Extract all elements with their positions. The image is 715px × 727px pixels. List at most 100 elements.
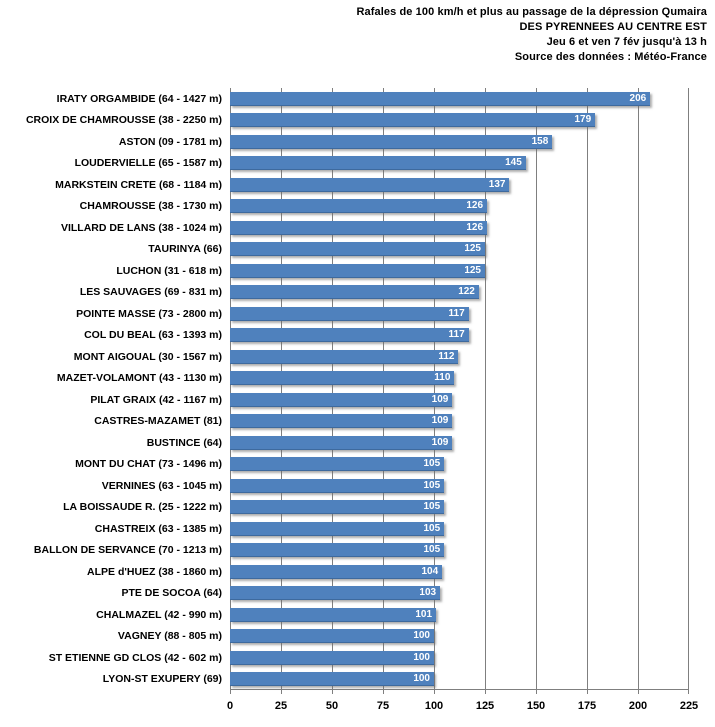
- bar-value-label: 126: [466, 200, 484, 212]
- bar: 109: [230, 435, 453, 450]
- category-label: LOUDERVIELLE (65 - 1587 m): [74, 157, 222, 170]
- bar-row: ASTON (09 - 1781 m) 158: [0, 131, 715, 153]
- category-label: CHALMAZEL (42 - 990 m): [96, 608, 222, 621]
- axis-tick-175: [587, 690, 588, 694]
- x-axis: 0 25 50 75 100 125 150 175 200 225: [0, 700, 715, 716]
- bar-row: MAZET-VOLAMONT (43 - 1130 m) 110: [0, 368, 715, 390]
- bar-row: MONT DU CHAT (73 - 1496 m) 105: [0, 454, 715, 476]
- bar-track: 206: [230, 88, 689, 110]
- bar-row: MONT AIGOUAL (30 - 1567 m) 112: [0, 346, 715, 368]
- bar-track: 126: [230, 196, 689, 218]
- bar-value-label: 101: [415, 608, 433, 620]
- bar-row: BUSTINCE (64) 109: [0, 432, 715, 454]
- gridline-125: [485, 88, 486, 690]
- bar-row: PTE DE SOCOA (64) 103: [0, 583, 715, 605]
- bar-value-label: 179: [574, 114, 592, 126]
- bar-value-label: 206: [629, 92, 647, 104]
- category-label: VAGNEY (88 - 805 m): [117, 630, 222, 643]
- bar-value-label: 105: [423, 522, 441, 534]
- bar-row: LA BOISSAUDE R. (25 - 1222 m) 105: [0, 497, 715, 519]
- category-label: CASTRES-MAZAMET (81): [94, 415, 222, 428]
- gridline-75: [383, 88, 384, 690]
- bar-row: ALPE d'HUEZ (38 - 1860 m) 104: [0, 561, 715, 583]
- category-label: LYON-ST EXUPERY (69): [102, 673, 222, 686]
- chart-title-block: Rafales de 100 km/h et plus au passage d…: [357, 5, 708, 65]
- bar: 122: [230, 285, 479, 300]
- bar-track: 105: [230, 497, 689, 519]
- x-tick-label-100: 100: [424, 700, 444, 712]
- bar-value-label: 100: [413, 673, 430, 685]
- bar-row: IRATY ORGAMBIDE (64 - 1427 m) 206: [0, 88, 715, 110]
- category-label: POINTE MASSE (73 - 2800 m): [76, 307, 222, 320]
- bar-row: CASTRES-MAZAMET (81) 109: [0, 411, 715, 433]
- chart-title-line-2: DES PYRENNEES AU CENTRE EST: [519, 21, 707, 33]
- bar-track: 109: [230, 411, 689, 433]
- x-tick-label-200: 200: [628, 700, 648, 712]
- category-label: ASTON (09 - 1781 m): [118, 135, 222, 148]
- gridline-50: [332, 88, 333, 690]
- bar-row: LUCHON (31 - 618 m) 125: [0, 260, 715, 282]
- chart-title-line-1: Rafales de 100 km/h et plus au passage d…: [356, 6, 707, 18]
- bar-value-label: 158: [531, 135, 549, 147]
- bar-track: 122: [230, 282, 689, 304]
- gridline-25: [281, 88, 282, 690]
- bar-value-label: 125: [464, 243, 481, 255]
- bar: 100: [230, 650, 434, 665]
- category-label: MARKSTEIN CRETE (68 - 1184 m): [55, 178, 222, 191]
- bar: 109: [230, 392, 453, 407]
- axis-tick-25: [281, 690, 282, 694]
- bar-track: 110: [230, 368, 689, 390]
- bar-row: MARKSTEIN CRETE (68 - 1184 m) 137: [0, 174, 715, 196]
- category-label: VILLARD DE LANS (38 - 1024 m): [60, 221, 222, 234]
- bar-row: CHAMROUSSE (38 - 1730 m) 126: [0, 196, 715, 218]
- gridline-175: [587, 88, 588, 690]
- bar: 100: [230, 672, 434, 687]
- bar: 105: [230, 478, 445, 493]
- x-tick-label-150: 150: [526, 700, 546, 712]
- category-label: BUSTINCE (64): [146, 436, 222, 449]
- category-label: PTE DE SOCOA (64): [121, 587, 222, 600]
- category-label: ALPE d'HUEZ (38 - 1860 m): [87, 565, 222, 578]
- bar: 112: [230, 349, 459, 364]
- chart-title-line-3: Jeu 6 et ven 7 fév jusqu'à 13 h: [546, 36, 707, 48]
- gridline-0: [230, 88, 231, 690]
- category-label: MONT DU CHAT (73 - 1496 m): [75, 458, 222, 471]
- gridline-150: [536, 88, 537, 690]
- category-label: ST ETIENNE GD CLOS (42 - 602 m): [48, 651, 222, 664]
- axis-tick-50: [332, 690, 333, 694]
- bar-value-label: 110: [434, 372, 451, 384]
- bar: 125: [230, 242, 485, 257]
- bar-row: BALLON DE SERVANCE (70 - 1213 m) 105: [0, 540, 715, 562]
- bar: 179: [230, 113, 596, 128]
- bar: 137: [230, 177, 510, 192]
- bar: 105: [230, 457, 445, 472]
- bar-track: 112: [230, 346, 689, 368]
- category-label: COL DU BEAL (63 - 1393 m): [84, 329, 222, 342]
- bar-row: PILAT GRAIX (42 - 1167 m) 109: [0, 389, 715, 411]
- x-tick-label-25: 25: [274, 700, 288, 712]
- bar-value-label: 100: [413, 651, 430, 663]
- bar: 125: [230, 263, 485, 278]
- axis-tick-0: [230, 690, 231, 694]
- category-label: LES SAUVAGES (69 - 831 m): [79, 286, 222, 299]
- axis-tick-200: [638, 690, 639, 694]
- x-tick-label-50: 50: [325, 700, 339, 712]
- bar: 101: [230, 607, 437, 622]
- bar: 158: [230, 134, 553, 149]
- chart-title-line-4: Source des données : Météo-France: [514, 51, 707, 63]
- bar-track: 105: [230, 540, 689, 562]
- bar-value-label: 100: [413, 630, 430, 642]
- axis-tick-75: [383, 690, 384, 694]
- bar: 117: [230, 328, 469, 343]
- bar-row: LOUDERVIELLE (65 - 1587 m) 145: [0, 153, 715, 175]
- axis-tick-225: [688, 690, 689, 694]
- x-tick-label-0: 0: [226, 700, 234, 712]
- x-tick-label-75: 75: [376, 700, 390, 712]
- bar: 126: [230, 220, 488, 235]
- bar-value-label: 105: [423, 479, 441, 491]
- bar-row: VERNINES (63 - 1045 m) 105: [0, 475, 715, 497]
- category-label: CHAMROUSSE (38 - 1730 m): [79, 200, 222, 213]
- gridline-200: [638, 88, 639, 690]
- bar-track: 125: [230, 239, 689, 261]
